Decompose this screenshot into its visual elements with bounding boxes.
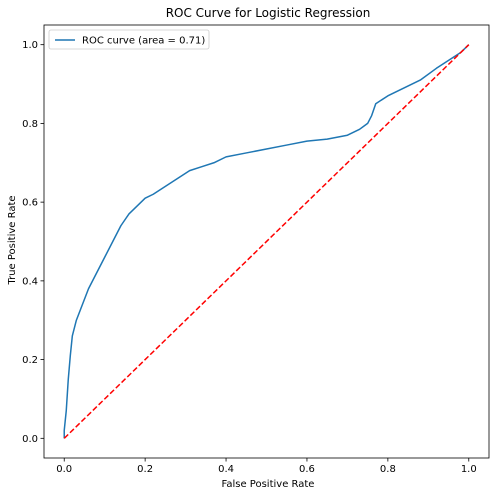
y-axis-label: True Positive Rate (7, 195, 18, 285)
y-tick-label: 1.0 (22, 40, 38, 51)
y-tick-label: 0.8 (22, 119, 38, 130)
x-tick-label: 0.0 (56, 464, 72, 475)
x-tick-label: 0.8 (380, 464, 396, 475)
x-axis-label: False Positive Rate (222, 479, 315, 490)
y-tick-label: 0.2 (22, 355, 38, 366)
legend-label: ROC curve (area = 0.71) (82, 36, 205, 47)
legend-box (48, 29, 210, 50)
plot-area: 0.0 0.2 0.4 0.6 0.8 1.0 0.0 0.2 0.4 0.6 0.8 1.0 ROC … (22, 24, 490, 475)
y-tick-label: 0.6 (22, 198, 38, 209)
x-tick-label: 1.0 (461, 464, 477, 475)
y-tick-label: 0.4 (22, 276, 38, 287)
chart-title: ROC Curve for Logistic Regression (166, 6, 371, 20)
y-tick-label: 0.0 (22, 434, 38, 445)
x-tick-label: 0.2 (137, 464, 153, 475)
plot-frame (43, 24, 490, 459)
roc-curve-line (63, 44, 470, 439)
chance-diagonal-line (63, 44, 470, 439)
x-tick-label: 0.6 (299, 464, 315, 475)
x-tick-label: 0.4 (218, 464, 234, 475)
